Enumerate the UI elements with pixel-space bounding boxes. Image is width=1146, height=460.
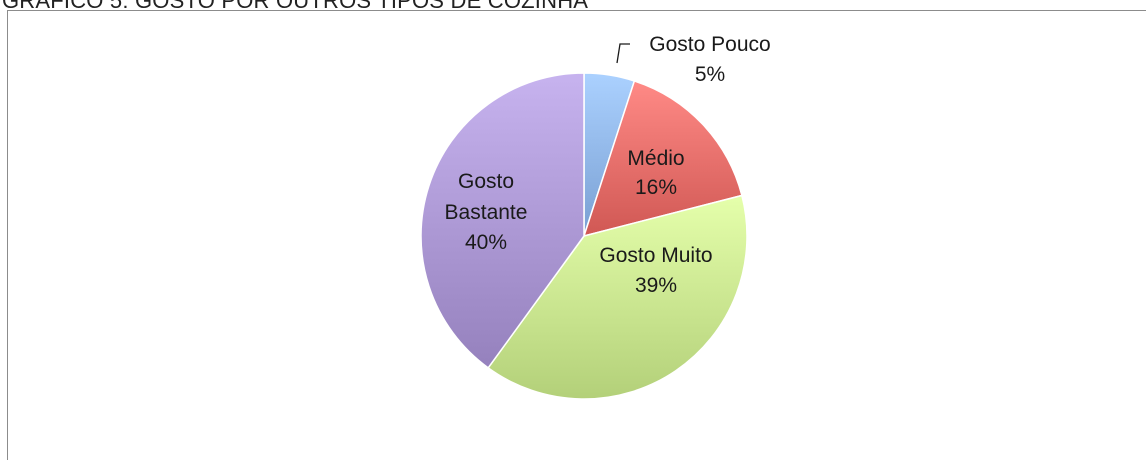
slice-label-gosto-bastante-line1: Gosto: [458, 170, 514, 193]
slice-label-gosto-muito: Gosto Muito: [599, 244, 712, 267]
slice-value-gosto-pouco: 5%: [695, 63, 725, 86]
slice-label-gosto-bastante-line2: Bastante: [445, 201, 528, 224]
slice-value-medio: 16%: [635, 176, 677, 199]
slice-value-gosto-bastante: 40%: [465, 231, 507, 254]
chart-caption: GRÁFICO 5: GOSTO POR OUTROS TIPOS DE COZ…: [2, 0, 589, 13]
pie-slice-gosto-muito: [487, 194, 748, 400]
pie-slice-medio: [582, 80, 743, 238]
chart-frame: [7, 10, 1146, 460]
pie-slice-gosto-bastante: [420, 72, 585, 369]
leader-lines: [616, 43, 630, 64]
slice-value-gosto-muito: 39%: [635, 274, 677, 297]
pie-slices: [420, 72, 748, 400]
slice-label-medio: Médio: [627, 147, 684, 170]
leader-line-gosto-pouco: [616, 43, 630, 64]
slice-label-gosto-pouco: Gosto Pouco: [649, 33, 770, 56]
slice-labels: Gosto Pouco 5% Médio 16% Gosto Muito 39% Gosto…: [445, 33, 771, 297]
